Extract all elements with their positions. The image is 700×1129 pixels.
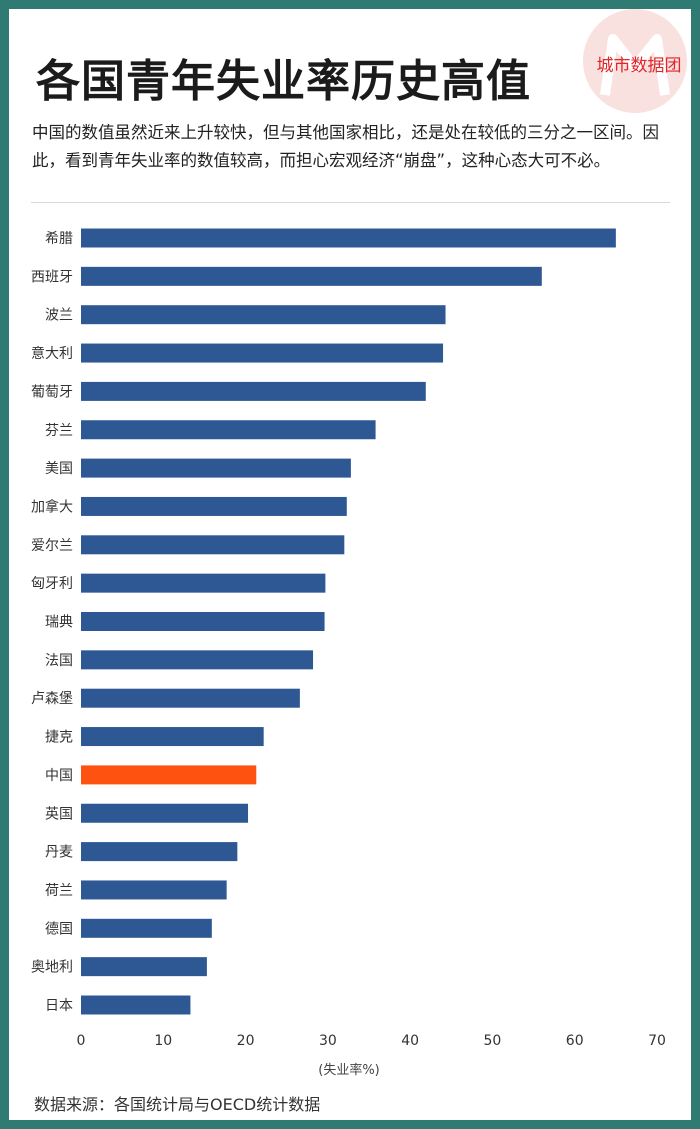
bar-7 [81,496,347,516]
logo-text: 城市数据团 [596,56,682,76]
category-label-9: 匈牙利 [31,576,73,592]
category-label-2: 波兰 [45,308,73,324]
category-label-4: 葡萄牙 [31,384,73,400]
x-tick-label-5: 50 [484,1033,502,1049]
x-tick-label-1: 10 [154,1033,172,1049]
bar-12 [81,688,300,708]
category-label-14: 中国 [45,768,73,784]
x-tick-label-2: 20 [237,1033,255,1049]
category-label-18: 德国 [45,921,73,937]
category-label-5: 芬兰 [45,423,73,439]
x-tick-label-4: 40 [401,1033,419,1049]
bar-15 [81,803,249,823]
chart-title: 各国青年失业率历史高值 [36,56,531,107]
category-label-19: 奥地利 [31,959,73,976]
bar-16 [81,842,238,862]
bar-8 [81,535,345,555]
bar-5 [81,420,376,440]
category-label-6: 美国 [45,461,73,477]
bar-10 [81,612,325,631]
category-label-17: 荷兰 [45,883,73,899]
bar-20 [81,995,191,1015]
bar-1 [81,266,542,286]
bar-13 [81,727,264,747]
category-label-12: 卢森堡 [31,691,73,707]
bar-11 [81,650,314,670]
category-label-16: 丹麦 [45,845,73,861]
category-label-3: 意大利 [31,345,73,362]
category-label-10: 瑞典 [45,615,73,631]
x-axis-label: (失业率%) [318,1062,380,1078]
divider [31,202,670,203]
bar-chart: 希腊西班牙波兰意大利葡萄牙芬兰美国加拿大爱尔兰匈牙利瑞典法国卢森堡捷克中国英国丹… [31,228,666,1078]
bar-2 [81,305,446,325]
x-tick-label-6: 60 [566,1033,584,1049]
logo-icon [583,9,687,113]
category-label-7: 加拿大 [31,498,73,515]
bar-4 [81,381,426,401]
chart-subtitle: 中国的数值虽然近来上升较快，但与其他国家相比，还是处在较低的三分之一区间。因此，… [32,123,659,170]
category-label-8: 爱尔兰 [31,538,73,554]
x-tick-label-3: 30 [319,1033,337,1049]
bar-9 [81,573,326,593]
bar-18 [81,918,212,938]
chart-card: 城市数据团 各国青年失业率历史高值 中国的数值虽然近来上升较快，但与其他国家相比… [9,9,691,1120]
bar-0 [81,228,616,248]
category-label-15: 英国 [45,805,73,822]
x-tick-label-0: 0 [77,1033,86,1049]
category-label-0: 希腊 [45,231,73,247]
bar-17 [81,880,227,900]
x-tick-label-7: 70 [648,1033,666,1049]
category-label-11: 法国 [45,653,73,669]
bar-19 [81,957,207,977]
category-label-20: 日本 [45,998,73,1014]
bar-3 [81,343,444,363]
bar-14 [81,765,257,785]
bar-6 [81,458,351,478]
category-label-1: 西班牙 [31,269,73,285]
data-source: 数据来源：各国统计局与OECD统计数据 [34,1095,321,1114]
category-label-13: 捷克 [45,730,73,746]
